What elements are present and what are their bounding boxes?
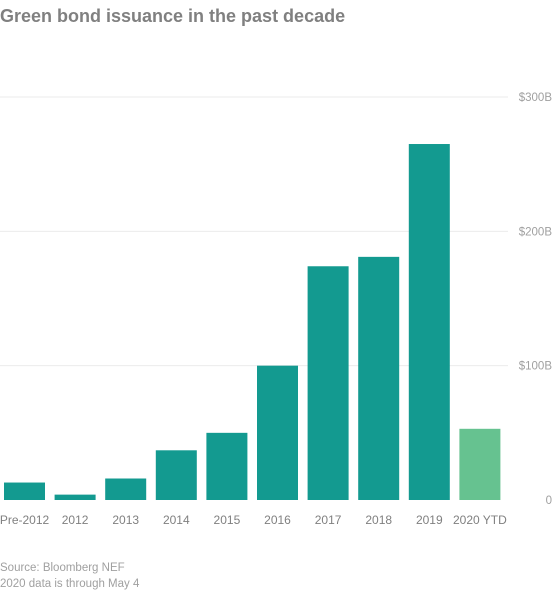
x-tick-label: 2013 [112, 513, 139, 527]
x-tick-label: 2016 [264, 513, 291, 527]
bar [105, 478, 147, 500]
source-note: Source: Bloomberg NEF [0, 562, 125, 574]
x-tick-label: 2012 [62, 513, 89, 527]
data-note: 2020 data is through May 4 [0, 578, 140, 590]
x-tick-label: 2015 [214, 513, 241, 527]
bars [4, 144, 501, 500]
y-tick-label: 0 [546, 495, 552, 507]
x-tick-label: 2019 [416, 513, 443, 527]
bar [358, 256, 400, 500]
bar [4, 482, 45, 500]
bar [257, 365, 298, 500]
bar [206, 432, 248, 500]
bar [459, 428, 501, 500]
x-tick-labels: Pre-2012 2012 2013 2014 2015 2016 2017 2018 2019… [0, 513, 507, 527]
y-tick-labels: 0 $100B $200B $300B [519, 92, 553, 507]
chart-title: Green bond issuance in the past decade [0, 6, 346, 26]
x-tick-label: Pre-2012 [0, 513, 50, 527]
bar [408, 144, 450, 500]
x-tick-label: 2020 YTD [453, 513, 507, 527]
y-tick-label: $200B [519, 226, 553, 238]
bar [155, 450, 197, 500]
bar [54, 494, 96, 500]
x-tick-label: 2014 [163, 513, 190, 527]
y-tick-label: $100B [519, 361, 553, 373]
bar [307, 266, 349, 500]
y-tick-label: $300B [519, 92, 553, 104]
x-tick-label: 2017 [315, 513, 342, 527]
x-tick-label: 2018 [365, 513, 392, 527]
